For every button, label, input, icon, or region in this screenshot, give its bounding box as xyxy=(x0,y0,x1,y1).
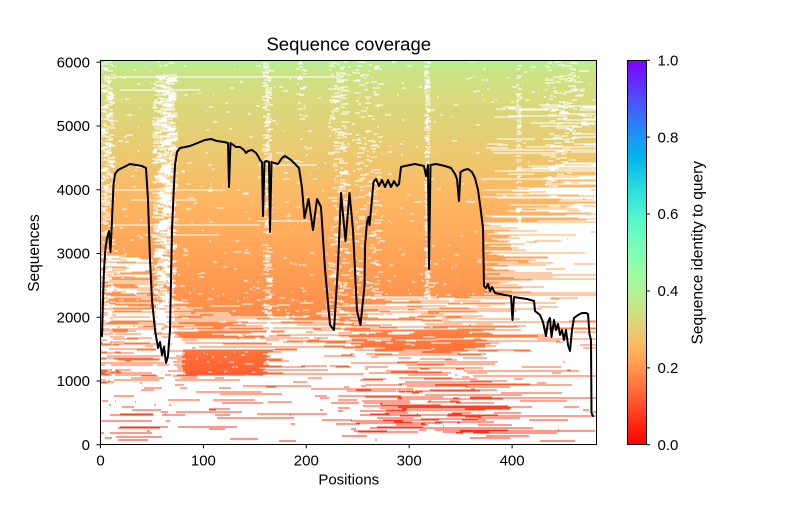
svg-text:Sequence identity to query: Sequence identity to query xyxy=(690,161,707,345)
svg-text:5000: 5000 xyxy=(57,118,90,135)
svg-text:Positions: Positions xyxy=(318,472,379,489)
svg-text:300: 300 xyxy=(397,453,422,470)
svg-text:0.2: 0.2 xyxy=(658,360,679,377)
svg-text:Sequence coverage: Sequence coverage xyxy=(266,34,431,55)
svg-text:1.0: 1.0 xyxy=(658,52,679,69)
svg-text:400: 400 xyxy=(500,453,525,470)
svg-text:Sequences: Sequences xyxy=(26,214,43,292)
svg-text:0.8: 0.8 xyxy=(658,129,679,146)
svg-text:6000: 6000 xyxy=(57,54,90,71)
svg-text:0: 0 xyxy=(96,453,104,470)
svg-text:3000: 3000 xyxy=(57,246,90,263)
svg-text:200: 200 xyxy=(294,453,319,470)
svg-text:1000: 1000 xyxy=(57,373,90,390)
svg-text:0.4: 0.4 xyxy=(658,283,679,300)
svg-text:0.0: 0.0 xyxy=(658,437,679,454)
svg-text:100: 100 xyxy=(191,453,216,470)
svg-text:4000: 4000 xyxy=(57,182,90,199)
svg-text:2000: 2000 xyxy=(57,310,90,327)
svg-text:0: 0 xyxy=(82,437,90,454)
svg-text:0.6: 0.6 xyxy=(658,206,679,223)
